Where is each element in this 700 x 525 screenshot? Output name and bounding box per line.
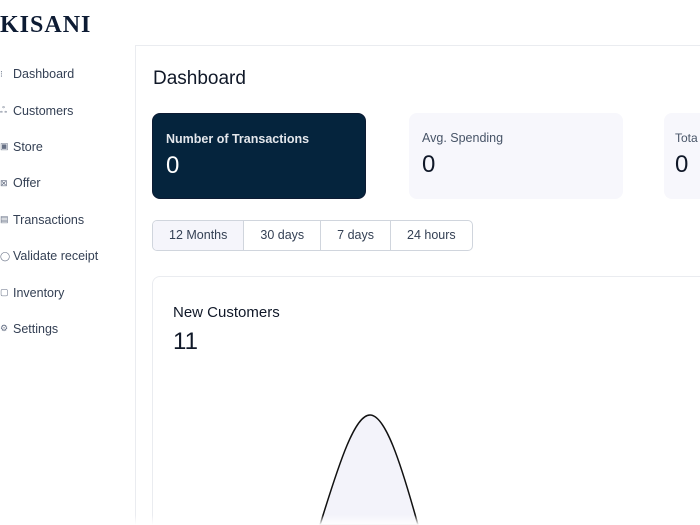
card-value: 0 <box>675 151 689 178</box>
sidebar-item-customers[interactable]: ஃ Customers <box>0 92 98 128</box>
transactions-icon: ▤ <box>0 214 9 225</box>
range-12-months[interactable]: 12 Months <box>153 221 245 250</box>
card-value: 0 <box>422 151 436 178</box>
sidebar-item-transactions[interactable]: ▤ Transactions <box>0 202 98 238</box>
sidebar-item-label: Store <box>13 139 43 154</box>
sidebar-nav: ⁝ Dashboard ஃ Customers ▣ Store ⊠ Offer ▤ Tra… <box>0 56 98 347</box>
range-24-hours[interactable]: 24 hours <box>407 228 456 242</box>
sidebar-item-store[interactable]: ▣ Store <box>0 129 98 165</box>
sidebar-item-validate-receipt[interactable]: ◯ Validate receipt <box>0 238 98 274</box>
chart-value: 11 <box>173 328 198 355</box>
logo: KISANI <box>0 12 92 38</box>
bottom-fade <box>0 515 700 525</box>
sidebar-item-label: Settings <box>13 321 59 336</box>
card-label: Tota <box>675 131 698 145</box>
page-title: Dashboard <box>153 68 246 89</box>
settings-icon: ⚙ <box>0 323 9 334</box>
sidebar-item-inventory[interactable]: ▢ Inventory <box>0 274 98 310</box>
chart-title: New Customers <box>173 304 280 321</box>
customers-icon: ஃ <box>0 104 8 115</box>
sidebar-item-label: Customers <box>13 103 74 118</box>
total-card[interactable]: Tota 0 <box>664 113 700 199</box>
chart-curve <box>319 414 419 525</box>
sidebar-item-settings[interactable]: ⚙ Settings <box>0 311 98 347</box>
range-selector: 12 Months 30 days 7 days 24 hours <box>152 220 473 251</box>
new-customers-chart <box>319 414 419 525</box>
sidebar-item-label: Dashboard <box>13 67 75 82</box>
card-value: 0 <box>166 152 180 179</box>
range-30-days[interactable]: 30 days <box>244 221 322 250</box>
validate-icon: ◯ <box>0 250 11 261</box>
store-icon: ▣ <box>0 141 9 152</box>
offer-icon: ⊠ <box>0 177 8 188</box>
new-customers-panel <box>152 276 700 525</box>
inventory-icon: ▢ <box>0 287 9 298</box>
range-7-days[interactable]: 7 days <box>321 221 391 250</box>
sidebar-item-label: Inventory <box>13 285 65 300</box>
transactions-card[interactable]: Number of Transactions 0 <box>152 113 366 199</box>
dashboard-icon: ⁝ <box>0 68 3 79</box>
main-content <box>135 45 700 525</box>
avg-spending-card[interactable]: Avg. Spending 0 <box>409 113 623 199</box>
card-label: Number of Transactions <box>166 132 310 146</box>
sidebar-item-label: Transactions <box>13 212 85 227</box>
sidebar-item-offer[interactable]: ⊠ Offer <box>0 165 98 201</box>
sidebar-item-label: Validate receipt <box>13 249 99 264</box>
sidebar-item-dashboard[interactable]: ⁝ Dashboard <box>0 56 98 92</box>
sidebar-item-label: Offer <box>13 176 41 191</box>
card-label: Avg. Spending <box>422 131 504 145</box>
